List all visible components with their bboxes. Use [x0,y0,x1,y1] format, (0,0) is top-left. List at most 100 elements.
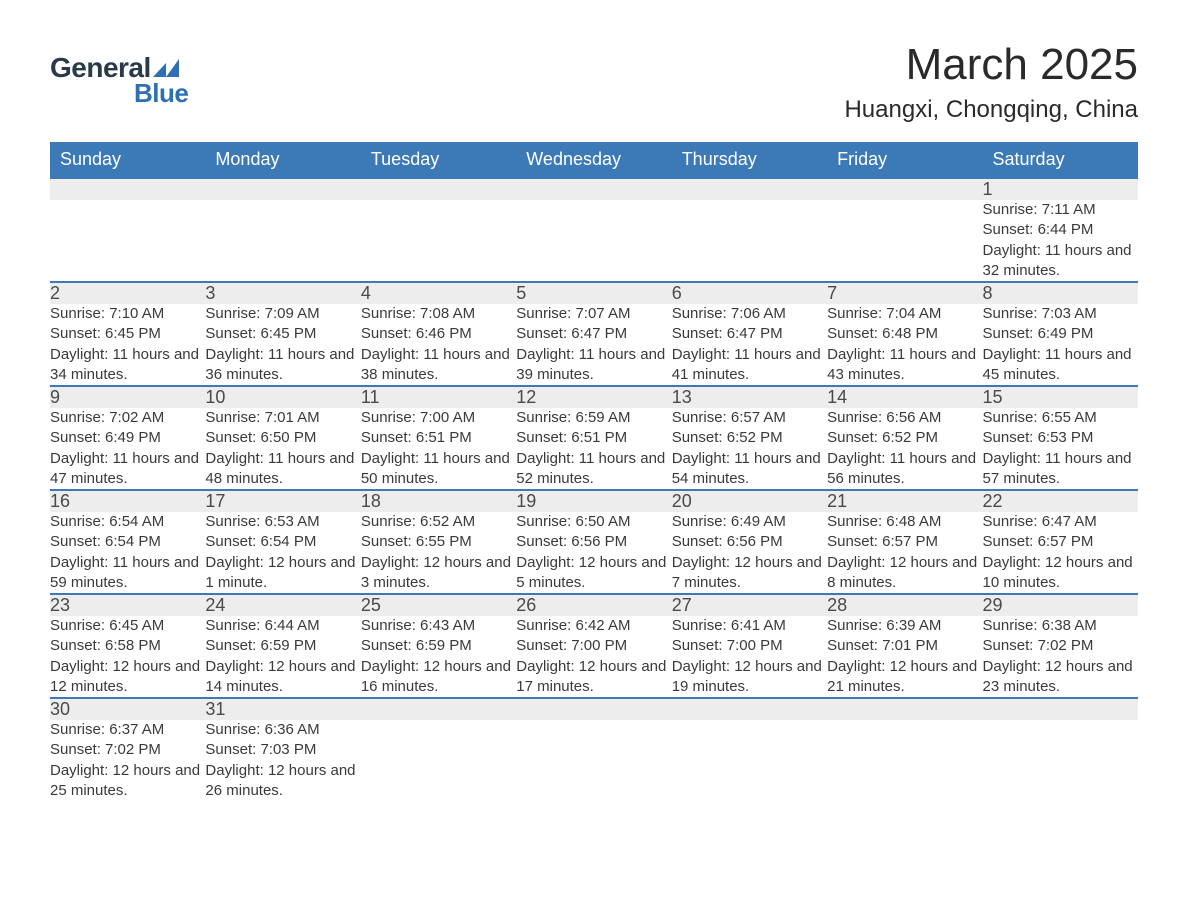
day-number-row: 9101112131415 [50,386,1138,408]
day-number: 10 [205,386,360,408]
weekday-header: Sunday [50,142,205,178]
day-detail [827,200,982,282]
day-number: 15 [983,386,1138,408]
brand-logo: General Blue [50,52,188,109]
day-detail: Sunrise: 6:47 AMSunset: 6:57 PMDaylight:… [983,512,1138,594]
day-number [516,178,671,200]
day-detail [361,200,516,282]
day-number: 28 [827,594,982,616]
day-detail: Sunrise: 6:56 AMSunset: 6:52 PMDaylight:… [827,408,982,490]
day-number: 12 [516,386,671,408]
day-detail: Sunrise: 7:06 AMSunset: 6:47 PMDaylight:… [672,304,827,386]
day-detail [672,200,827,282]
weekday-header: Friday [827,142,982,178]
day-number: 16 [50,490,205,512]
weekday-header: Monday [205,142,360,178]
day-detail [50,200,205,282]
day-number: 26 [516,594,671,616]
flag-icon [153,59,179,77]
day-number [672,698,827,720]
day-detail: Sunrise: 6:45 AMSunset: 6:58 PMDaylight:… [50,616,205,698]
calendar-table: Sunday Monday Tuesday Wednesday Thursday… [50,142,1138,801]
day-detail-row: Sunrise: 6:45 AMSunset: 6:58 PMDaylight:… [50,616,1138,698]
day-number: 25 [361,594,516,616]
weekday-header: Tuesday [361,142,516,178]
day-detail [827,720,982,801]
day-number: 20 [672,490,827,512]
day-number [205,178,360,200]
day-number [361,178,516,200]
day-number: 5 [516,282,671,304]
day-detail: Sunrise: 7:01 AMSunset: 6:50 PMDaylight:… [205,408,360,490]
day-number [827,698,982,720]
page-title: March 2025 [844,40,1138,90]
day-detail: Sunrise: 6:44 AMSunset: 6:59 PMDaylight:… [205,616,360,698]
day-detail: Sunrise: 7:08 AMSunset: 6:46 PMDaylight:… [361,304,516,386]
day-detail [672,720,827,801]
day-number: 30 [50,698,205,720]
day-detail: Sunrise: 6:54 AMSunset: 6:54 PMDaylight:… [50,512,205,594]
title-block: March 2025 Huangxi, Chongqing, China [844,40,1138,124]
day-number: 18 [361,490,516,512]
day-number: 4 [361,282,516,304]
day-number: 11 [361,386,516,408]
day-detail: Sunrise: 7:09 AMSunset: 6:45 PMDaylight:… [205,304,360,386]
day-number: 7 [827,282,982,304]
day-detail: Sunrise: 6:38 AMSunset: 7:02 PMDaylight:… [983,616,1138,698]
day-number-row: 2345678 [50,282,1138,304]
day-number: 23 [50,594,205,616]
day-number-row: 3031 [50,698,1138,720]
day-detail-row: Sunrise: 7:11 AMSunset: 6:44 PMDaylight:… [50,200,1138,282]
day-number-row: 1 [50,178,1138,200]
day-number: 17 [205,490,360,512]
day-number [50,178,205,200]
day-number [516,698,671,720]
day-number: 9 [50,386,205,408]
day-detail [516,200,671,282]
day-number: 8 [983,282,1138,304]
day-detail [516,720,671,801]
day-detail: Sunrise: 6:43 AMSunset: 6:59 PMDaylight:… [361,616,516,698]
day-number: 14 [827,386,982,408]
day-number: 21 [827,490,982,512]
day-detail: Sunrise: 6:55 AMSunset: 6:53 PMDaylight:… [983,408,1138,490]
day-detail [983,720,1138,801]
day-detail: Sunrise: 7:02 AMSunset: 6:49 PMDaylight:… [50,408,205,490]
day-detail: Sunrise: 7:00 AMSunset: 6:51 PMDaylight:… [361,408,516,490]
page-subtitle: Huangxi, Chongqing, China [844,96,1138,124]
day-number: 27 [672,594,827,616]
day-number: 24 [205,594,360,616]
day-number: 29 [983,594,1138,616]
day-detail: Sunrise: 6:52 AMSunset: 6:55 PMDaylight:… [361,512,516,594]
day-detail: Sunrise: 6:57 AMSunset: 6:52 PMDaylight:… [672,408,827,490]
day-detail: Sunrise: 6:39 AMSunset: 7:01 PMDaylight:… [827,616,982,698]
day-number-row: 23242526272829 [50,594,1138,616]
day-number: 1 [983,178,1138,200]
day-detail: Sunrise: 6:53 AMSunset: 6:54 PMDaylight:… [205,512,360,594]
day-detail: Sunrise: 6:41 AMSunset: 7:00 PMDaylight:… [672,616,827,698]
weekday-header: Thursday [672,142,827,178]
day-detail: Sunrise: 7:10 AMSunset: 6:45 PMDaylight:… [50,304,205,386]
day-detail: Sunrise: 6:50 AMSunset: 6:56 PMDaylight:… [516,512,671,594]
weekday-header: Wednesday [516,142,671,178]
day-number: 2 [50,282,205,304]
day-detail: Sunrise: 7:11 AMSunset: 6:44 PMDaylight:… [983,200,1138,282]
day-number: 3 [205,282,360,304]
day-detail: Sunrise: 6:42 AMSunset: 7:00 PMDaylight:… [516,616,671,698]
day-detail [205,200,360,282]
day-number [361,698,516,720]
brand-word2: Blue [134,78,188,109]
header: General Blue March 2025 Huangxi, Chongqi… [50,40,1138,124]
day-number: 31 [205,698,360,720]
day-detail-row: Sunrise: 6:37 AMSunset: 7:02 PMDaylight:… [50,720,1138,801]
day-number: 22 [983,490,1138,512]
day-detail-row: Sunrise: 7:02 AMSunset: 6:49 PMDaylight:… [50,408,1138,490]
day-detail: Sunrise: 7:03 AMSunset: 6:49 PMDaylight:… [983,304,1138,386]
day-detail: Sunrise: 6:36 AMSunset: 7:03 PMDaylight:… [205,720,360,801]
day-detail: Sunrise: 6:49 AMSunset: 6:56 PMDaylight:… [672,512,827,594]
weekday-header: Saturday [983,142,1138,178]
day-detail: Sunrise: 6:37 AMSunset: 7:02 PMDaylight:… [50,720,205,801]
day-detail [361,720,516,801]
day-number [827,178,982,200]
day-detail: Sunrise: 7:07 AMSunset: 6:47 PMDaylight:… [516,304,671,386]
